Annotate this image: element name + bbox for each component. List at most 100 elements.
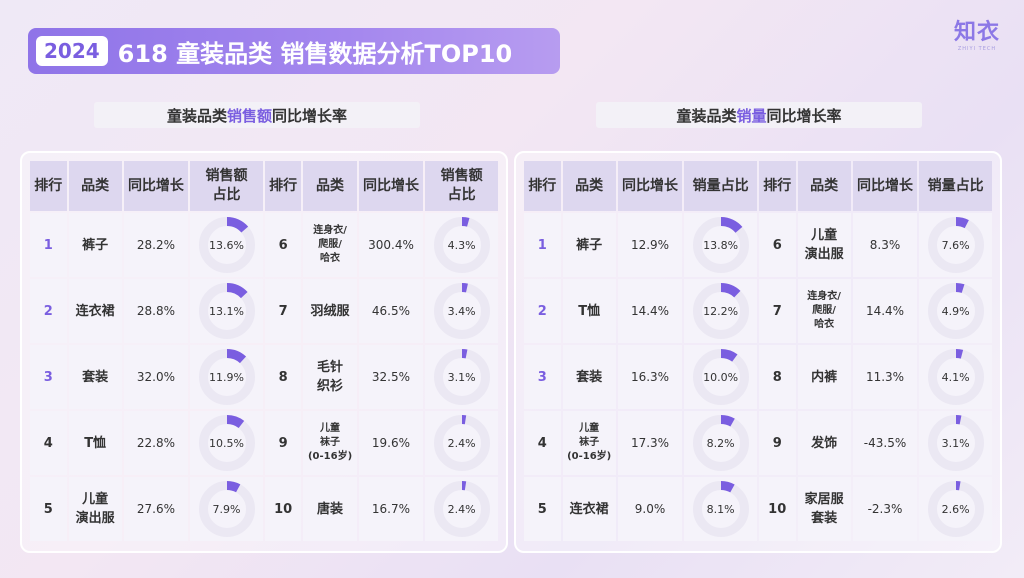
col-share-b: 占比 [212, 187, 241, 203]
share-cell: 8.1% [684, 477, 757, 541]
brand-logo: 知衣 ZHIYI TECH [954, 14, 1000, 52]
share-value: 3.1% [941, 436, 970, 450]
col-rank: 排行 [524, 161, 561, 211]
rank-cell: 8 [264, 345, 302, 409]
category-cell: 裤子 [68, 213, 122, 277]
share-cell: 3.1% [425, 345, 498, 409]
yoy-cell: 300.4% [358, 213, 424, 277]
share-cell: 3.4% [425, 279, 498, 343]
share-donut: 8.2% [692, 415, 749, 471]
share-donut: 8.1% [692, 481, 749, 537]
share-cell: 10.5% [190, 411, 263, 475]
yoy-cell: 17.3% [617, 411, 683, 475]
category-cell: T恤 [68, 411, 122, 475]
donut-segment [927, 349, 984, 405]
right-title-highlight: 销量 [736, 106, 767, 125]
right-panel: 排行 品类 同比增长 销量占比 排行 品类 同比增长 销量占比 1 裤子 12.9%… [514, 151, 1002, 553]
yoy-cell: 9.0% [617, 477, 683, 541]
table-row: 1 裤子 28.2% 13.6% 6 连身衣/爬服/哈衣 300.4% 4.3% [30, 213, 498, 277]
col-rank: 排行 [758, 161, 796, 211]
left-title-pre: 童装品类 [166, 106, 227, 125]
category-cell: 羽绒服 [303, 279, 357, 343]
share-value: 13.8% [703, 238, 739, 252]
donut-segment [692, 349, 749, 405]
rank-cell: 5 [524, 477, 561, 541]
rank-cell: 1 [30, 213, 67, 277]
rank-cell: 7 [264, 279, 302, 343]
rank-cell: 9 [264, 411, 302, 475]
share-value: 3.4% [447, 304, 476, 318]
rank-cell: 3 [524, 345, 561, 409]
col-rank: 排行 [264, 161, 302, 211]
table-row: 3 套装 16.3% 10.0% 8 内裤 11.3% 4.1% [524, 345, 992, 409]
share-donut: 7.9% [198, 481, 255, 537]
share-value: 4.3% [447, 238, 476, 252]
share-donut: 12.2% [692, 283, 749, 339]
share-value: 12.2% [703, 304, 739, 318]
col-category: 品类 [303, 161, 357, 211]
share-donut: 2.4% [433, 415, 490, 471]
share-value: 3.1% [447, 370, 476, 384]
yoy-cell: -43.5% [852, 411, 918, 475]
share-cell: 10.0% [684, 345, 757, 409]
share-donut: 13.6% [198, 217, 255, 273]
rank-cell: 5 [30, 477, 67, 541]
share-value: 10.0% [703, 370, 739, 384]
category-cell: 儿童 演出服 [797, 213, 851, 277]
table-row: 1 裤子 12.9% 13.8% 6 儿童 演出服 8.3% 7.6% [524, 213, 992, 277]
yoy-cell: -2.3% [852, 477, 918, 541]
donut-segment [692, 415, 749, 471]
left-header-row: 排行 品类 同比增长 销售额 占比 排行 品类 同比增长 销售额 占比 [30, 161, 498, 211]
table-row: 2 连衣裙 28.8% 13.1% 7 羽绒服 46.5% 3.4% [30, 279, 498, 343]
share-cell: 13.6% [190, 213, 263, 277]
rank-cell: 4 [30, 411, 67, 475]
table-row: 5 连衣裙 9.0% 8.1% 10 家居服 套装 -2.3% 2.6% [524, 477, 992, 541]
rank-cell: 2 [524, 279, 561, 343]
col-category: 品类 [562, 161, 616, 211]
yoy-cell: 32.5% [358, 345, 424, 409]
category-cell: 连身衣/爬服/哈衣 [797, 279, 851, 343]
share-cell: 3.1% [919, 411, 992, 475]
yoy-cell: 28.8% [123, 279, 189, 343]
share-cell: 13.8% [684, 213, 757, 277]
col-yoy: 同比增长 [123, 161, 189, 211]
left-section-title: 童装品类 销售额 同比增长率 [94, 102, 420, 128]
share-value: 7.9% [212, 502, 241, 516]
donut-segment [927, 283, 984, 339]
col-rank: 排行 [30, 161, 67, 211]
share-cell: 4.1% [919, 345, 992, 409]
col-share-a: 销售额 [205, 168, 248, 184]
table-row: 5 儿童 演出服 27.6% 7.9% 10 唐装 16.7% 2.4% [30, 477, 498, 541]
yoy-cell: 19.6% [358, 411, 424, 475]
category-cell: 套装 [68, 345, 122, 409]
share-cell: 2.4% [425, 477, 498, 541]
share-donut: 3.1% [927, 415, 984, 471]
yoy-cell: 32.0% [123, 345, 189, 409]
share-cell: 11.9% [190, 345, 263, 409]
share-donut: 3.1% [433, 349, 490, 405]
right-header-row: 排行 品类 同比增长 销量占比 排行 品类 同比增长 销量占比 [524, 161, 992, 211]
share-donut: 2.6% [927, 481, 984, 537]
col-yoy: 同比增长 [617, 161, 683, 211]
year-badge: 2024 [36, 36, 108, 66]
rank-cell: 10 [758, 477, 796, 541]
donut-segment [198, 481, 255, 537]
yoy-cell: 16.3% [617, 345, 683, 409]
left-title-highlight: 销售额 [226, 106, 272, 125]
logo-text: 知衣 [953, 20, 1000, 45]
yoy-cell: 16.7% [358, 477, 424, 541]
donut-segment [433, 349, 490, 405]
share-value: 4.9% [941, 304, 970, 318]
col-share: 销售额 占比 [190, 161, 263, 211]
right-table: 排行 品类 同比增长 销量占比 排行 品类 同比增长 销量占比 1 裤子 12.9%… [522, 159, 994, 543]
rank-cell: 6 [264, 213, 302, 277]
category-cell: 连身衣/爬服/哈衣 [303, 213, 357, 277]
category-cell: 内裤 [797, 345, 851, 409]
category-cell: 儿童 袜子 (0-16岁) [562, 411, 616, 475]
logo-subtext: ZHIYI TECH [957, 46, 997, 52]
share-donut: 13.1% [198, 283, 255, 339]
category-cell: T恤 [562, 279, 616, 343]
share-donut: 11.9% [198, 349, 255, 405]
yoy-cell: 8.3% [852, 213, 918, 277]
share-value: 8.2% [706, 436, 735, 450]
